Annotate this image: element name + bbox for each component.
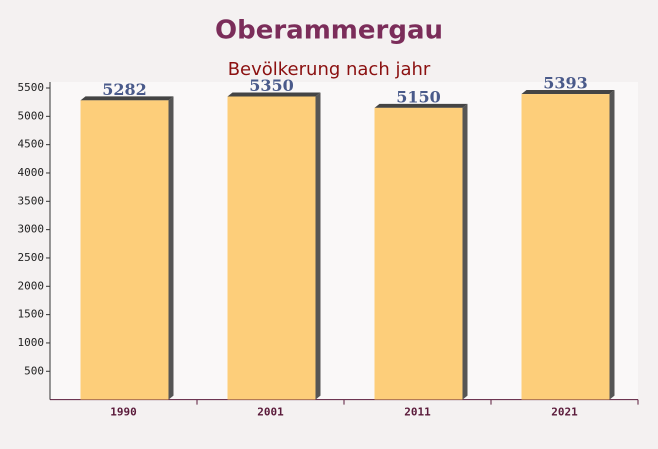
y-tick-label: 1500 [18, 308, 45, 321]
chart-title: Oberammergau [215, 16, 443, 46]
x-tick-label: 2011 [404, 406, 431, 419]
x-tick-label: 2021 [551, 406, 578, 419]
x-tick-label: 2001 [257, 406, 284, 419]
bar-shadow-top [227, 92, 321, 97]
value-label: 5282 [102, 80, 147, 99]
y-tick-label: 3000 [18, 223, 45, 236]
y-tick-label: 2500 [18, 251, 45, 264]
y-tick-label: 500 [24, 364, 44, 377]
y-tick-label: 4000 [18, 166, 45, 179]
y-tick-label: 3500 [18, 194, 45, 207]
bar-shadow [462, 103, 468, 400]
bar-shadow-top [521, 90, 615, 95]
value-label: 5150 [396, 87, 441, 106]
y-tick-label: 1000 [18, 336, 45, 349]
x-tick-label: 1990 [110, 406, 137, 419]
bar-shadow-top [80, 96, 174, 101]
y-tick-label: 5500 [18, 81, 45, 94]
bar [227, 96, 316, 400]
y-tick-label: 2000 [18, 279, 45, 292]
bar [80, 100, 169, 400]
bar [374, 107, 463, 400]
y-tick-label: 5000 [18, 109, 45, 122]
bar-shadow [315, 92, 321, 400]
value-label: 5350 [249, 76, 294, 95]
bar-shadow-top [374, 103, 468, 108]
chart-subtitle: Bevölkerung nach jahr [228, 59, 431, 80]
y-tick-label: 4500 [18, 138, 45, 151]
bar-shadow [609, 90, 615, 400]
bar [521, 94, 610, 400]
value-label: 5393 [543, 74, 588, 93]
bar-shadow [168, 96, 174, 400]
